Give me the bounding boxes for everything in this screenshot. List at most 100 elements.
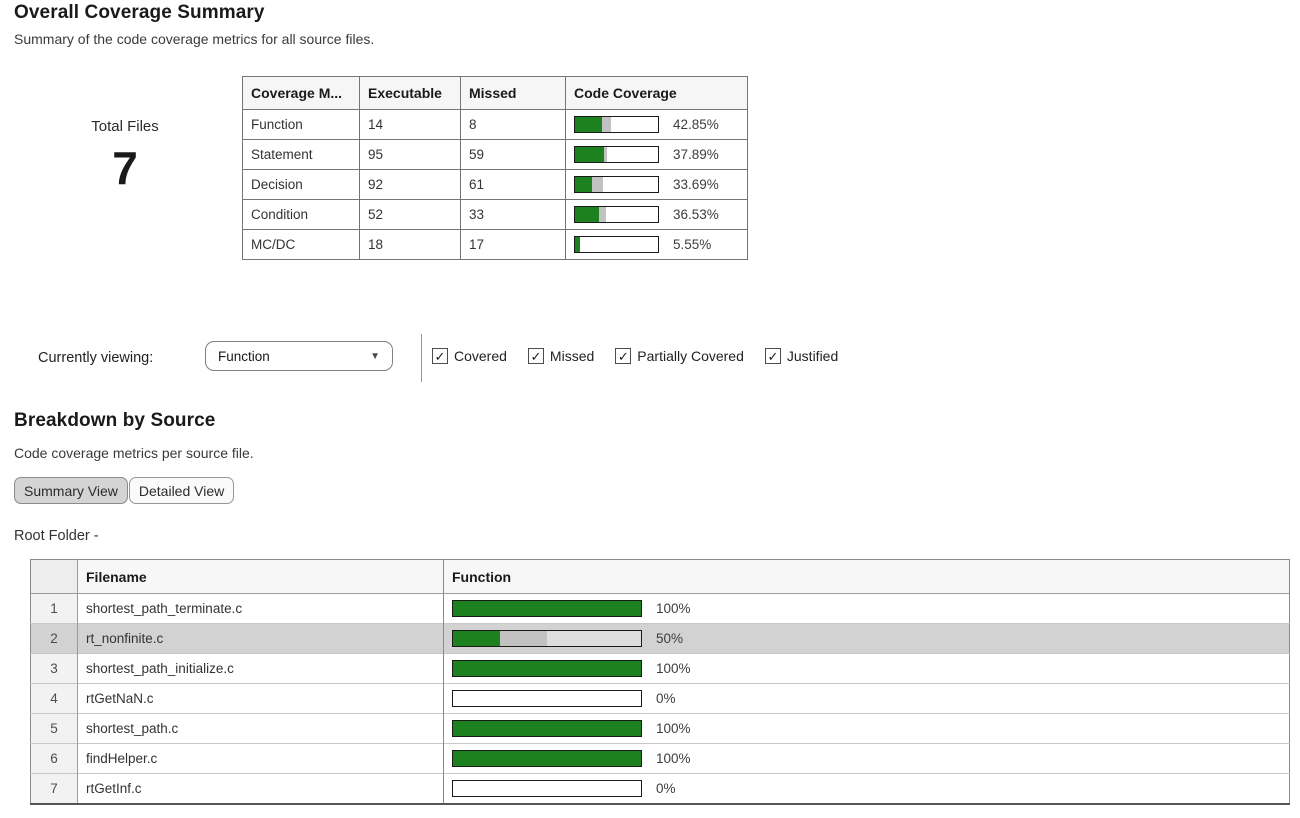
coverage-cell: 5.55% bbox=[565, 229, 748, 260]
metric-dropdown[interactable]: Function ▼ bbox=[205, 341, 393, 371]
function-coverage-cell: 50% bbox=[443, 623, 1290, 654]
breakdown-row-7[interactable]: 7 rtGetInf.c 0% bbox=[30, 773, 1290, 804]
checkbox-icon[interactable]: ✓ bbox=[764, 348, 781, 364]
detailed-view-button[interactable]: Detailed View bbox=[128, 477, 235, 504]
covered-segment bbox=[453, 751, 641, 766]
row-index: 2 bbox=[30, 623, 78, 654]
covered-segment bbox=[575, 177, 592, 192]
summary-row-mcdc[interactable]: MC/DC 18 17 5.55% bbox=[242, 229, 748, 260]
coverage-bar-wrap: 100% bbox=[452, 720, 1281, 737]
coverage-bar bbox=[574, 176, 659, 193]
missed-cell: 33 bbox=[460, 199, 566, 230]
covered-segment bbox=[453, 601, 641, 616]
checkbox-icon[interactable]: ✓ bbox=[432, 348, 448, 364]
checkbox-icon[interactable]: ✓ bbox=[527, 348, 544, 364]
coverage-bar-wrap: 42.85% bbox=[574, 116, 739, 133]
executable-cell: 95 bbox=[359, 139, 461, 170]
breakdown-table: Filename Function 1 shortest_path_termina… bbox=[30, 559, 1290, 805]
checkbox-icon[interactable]: ✓ bbox=[615, 348, 632, 364]
breakdown-row-6[interactable]: 6 findHelper.c 100% bbox=[30, 743, 1290, 774]
coverage-bar-wrap: 50% bbox=[452, 630, 1281, 647]
partially-covered-segment bbox=[604, 147, 607, 162]
total-files-value: 7 bbox=[112, 142, 138, 194]
coverage-bar bbox=[574, 146, 659, 163]
coverage-bar-wrap: 37.89% bbox=[574, 146, 739, 163]
filename-cell[interactable]: rtGetInf.c bbox=[77, 773, 444, 804]
breakdown-header-function[interactable]: Function bbox=[443, 559, 1290, 594]
coverage-bar-wrap: 36.53% bbox=[574, 206, 739, 223]
coverage-bar bbox=[452, 750, 642, 767]
coverage-bar-wrap: 0% bbox=[452, 779, 1281, 797]
coverage-percentage: 36.53% bbox=[673, 207, 719, 222]
summary-header-executable[interactable]: Executable bbox=[359, 76, 461, 110]
row-index: 7 bbox=[30, 773, 78, 804]
checkbox-label: Justified bbox=[786, 348, 839, 364]
metric-cell: MC/DC bbox=[242, 229, 360, 260]
coverage-bar bbox=[574, 206, 659, 223]
breakdown-title: Breakdown by Source bbox=[14, 410, 216, 431]
filename-cell[interactable]: findHelper.c bbox=[77, 743, 444, 774]
covered-segment bbox=[453, 721, 641, 736]
coverage-cell: 42.85% bbox=[565, 109, 748, 140]
coverage-bar-wrap: 100% bbox=[452, 660, 1281, 677]
breakdown-row-3[interactable]: 3 shortest_path_initialize.c 100% bbox=[30, 653, 1290, 684]
summary-row-statement[interactable]: Statement 95 59 37.89% bbox=[242, 139, 748, 170]
total-files-label: Total Files bbox=[91, 118, 159, 135]
checkbox-covered[interactable]: ✓ Covered bbox=[432, 348, 507, 364]
function-coverage-cell: 0% bbox=[443, 773, 1290, 804]
summary-row-decision[interactable]: Decision 92 61 33.69% bbox=[242, 169, 748, 200]
coverage-bar-wrap: 0% bbox=[452, 690, 1281, 707]
metric-cell: Statement bbox=[242, 139, 360, 170]
covered-segment bbox=[575, 147, 605, 162]
checkbox-label: Covered bbox=[454, 348, 507, 364]
filename-cell[interactable]: rt_nonfinite.c bbox=[77, 623, 444, 654]
partially-covered-segment bbox=[500, 631, 547, 646]
checkbox-partially-covered[interactable]: ✓ Partially Covered bbox=[615, 348, 744, 364]
executable-cell: 92 bbox=[359, 169, 461, 200]
filename-cell[interactable]: shortest_path_terminate.c bbox=[77, 593, 444, 624]
filename-cell[interactable]: shortest_path.c bbox=[77, 713, 444, 744]
coverage-cell: 37.89% bbox=[565, 139, 748, 170]
coverage-bar bbox=[452, 720, 642, 737]
breakdown-row-5[interactable]: 5 shortest_path.c 100% bbox=[30, 713, 1290, 744]
executable-cell: 14 bbox=[359, 109, 461, 140]
summary-header-metric[interactable]: Coverage M... bbox=[242, 76, 360, 110]
metric-cell: Condition bbox=[242, 199, 360, 230]
summary-header-missed[interactable]: Missed bbox=[460, 76, 566, 110]
summary-row-function[interactable]: Function 14 8 42.85% bbox=[242, 109, 748, 140]
covered-segment bbox=[575, 237, 580, 252]
checkbox-missed[interactable]: ✓ Missed bbox=[527, 348, 594, 364]
breakdown-row-4[interactable]: 4 rtGetNaN.c 0% bbox=[30, 683, 1290, 714]
function-coverage-cell: 100% bbox=[443, 713, 1290, 744]
metric-cell: Decision bbox=[242, 169, 360, 200]
summary-view-button[interactable]: Summary View bbox=[14, 477, 128, 504]
checkbox-justified[interactable]: ✓ Justified bbox=[764, 348, 839, 364]
executable-cell: 52 bbox=[359, 199, 461, 230]
summary-header-coverage[interactable]: Code Coverage bbox=[565, 76, 748, 110]
coverage-bar bbox=[452, 690, 642, 707]
filename-cell[interactable]: shortest_path_initialize.c bbox=[77, 653, 444, 684]
chevron-down-icon: ▼ bbox=[370, 350, 380, 362]
coverage-bar bbox=[452, 660, 642, 677]
missed-cell: 61 bbox=[460, 169, 566, 200]
summary-row-condition[interactable]: Condition 52 33 36.53% bbox=[242, 199, 748, 230]
total-files-block: Total Files 7 bbox=[55, 118, 195, 191]
coverage-bar-wrap: 33.69% bbox=[574, 176, 739, 193]
missed-cell: 17 bbox=[460, 229, 566, 260]
summary-header-row: Coverage M... Executable Missed Code Cov… bbox=[242, 76, 748, 110]
breakdown-row-2[interactable]: 2 rt_nonfinite.c 50% bbox=[30, 623, 1290, 654]
coverage-bar-wrap: 5.55% bbox=[574, 236, 739, 253]
coverage-percentage: 0% bbox=[656, 691, 676, 706]
coverage-percentage: 5.55% bbox=[673, 237, 712, 252]
executable-cell: 18 bbox=[359, 229, 461, 260]
partially-covered-segment bbox=[602, 117, 611, 132]
covered-segment bbox=[575, 207, 600, 222]
breakdown-header-filename[interactable]: Filename bbox=[77, 559, 444, 594]
coverage-bar bbox=[574, 236, 659, 253]
checkbox-label: Partially Covered bbox=[637, 348, 744, 364]
coverage-bar bbox=[574, 116, 659, 133]
filename-cell[interactable]: rtGetNaN.c bbox=[77, 683, 444, 714]
view-toggle-group: Summary View Detailed View bbox=[14, 477, 235, 504]
breakdown-row-1[interactable]: 1 shortest_path_terminate.c 100% bbox=[30, 593, 1290, 624]
